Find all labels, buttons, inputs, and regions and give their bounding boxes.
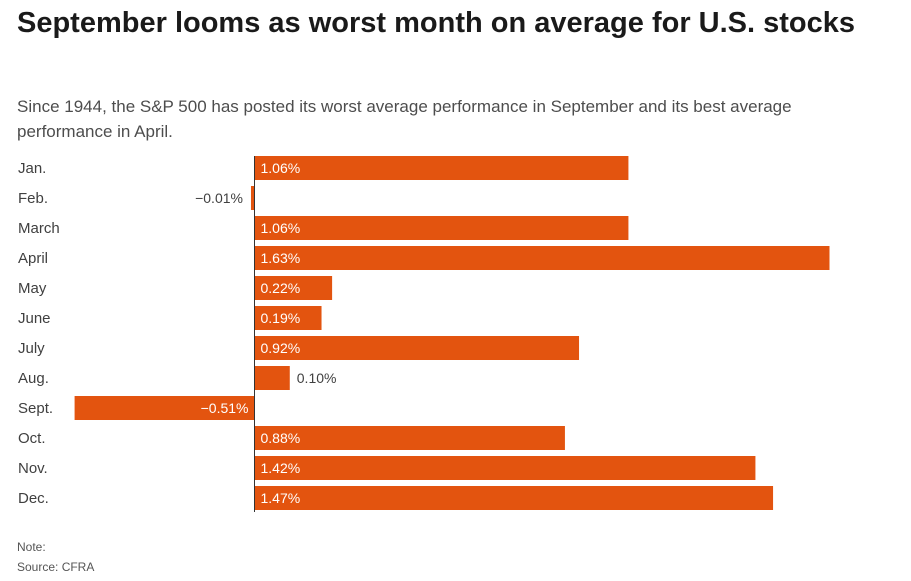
bar xyxy=(254,336,580,360)
category-label: July xyxy=(18,340,45,357)
category-label: March xyxy=(18,220,60,237)
category-label: Jan. xyxy=(18,160,46,177)
chart-title: September looms as worst month on averag… xyxy=(17,7,855,39)
bar xyxy=(254,156,629,180)
bar xyxy=(254,306,322,330)
category-label: Dec. xyxy=(18,490,49,507)
bar xyxy=(254,276,333,300)
bar xyxy=(254,456,756,480)
category-label: Sept. xyxy=(18,400,53,417)
value-label: 0.10% xyxy=(297,370,337,386)
value-label: 0.19% xyxy=(261,310,301,326)
value-label: 1.63% xyxy=(261,250,301,266)
chart-subtitle: Since 1944, the S&P 500 has posted its w… xyxy=(17,97,792,141)
value-label: 1.06% xyxy=(261,160,301,176)
bar xyxy=(74,396,255,420)
bar xyxy=(254,246,830,270)
bar-chart: Jan. 1.06% Feb. −0.01% March 1.06% April 1.63% M… xyxy=(18,156,830,512)
bar xyxy=(254,366,290,390)
value-label: 1.47% xyxy=(261,490,301,506)
value-label: 0.92% xyxy=(261,340,301,356)
bar xyxy=(250,186,255,210)
bar xyxy=(254,216,629,240)
category-label: April xyxy=(18,250,48,267)
category-label: Oct. xyxy=(18,430,46,447)
category-label: May xyxy=(18,280,47,297)
source-label: Source: CFRA xyxy=(17,560,95,574)
chart-footer: Note: Source: CFRA xyxy=(17,537,94,577)
bar xyxy=(254,426,565,450)
value-label: 0.88% xyxy=(261,430,301,446)
category-label: Aug. xyxy=(18,370,49,387)
category-label: Feb. xyxy=(18,190,48,207)
category-label: Nov. xyxy=(18,460,48,477)
chart-plot-area: Jan. 1.06% Feb. −0.01% March 1.06% April 1.63% M… xyxy=(18,156,830,512)
category-label: June xyxy=(18,310,51,327)
value-label: 1.06% xyxy=(261,220,301,236)
value-label: −0.51% xyxy=(201,400,249,416)
value-label: 0.22% xyxy=(261,280,301,296)
value-label: 1.42% xyxy=(261,460,301,476)
note-label: Note: xyxy=(17,540,46,554)
bar xyxy=(254,486,774,510)
value-label: −0.01% xyxy=(195,190,243,206)
